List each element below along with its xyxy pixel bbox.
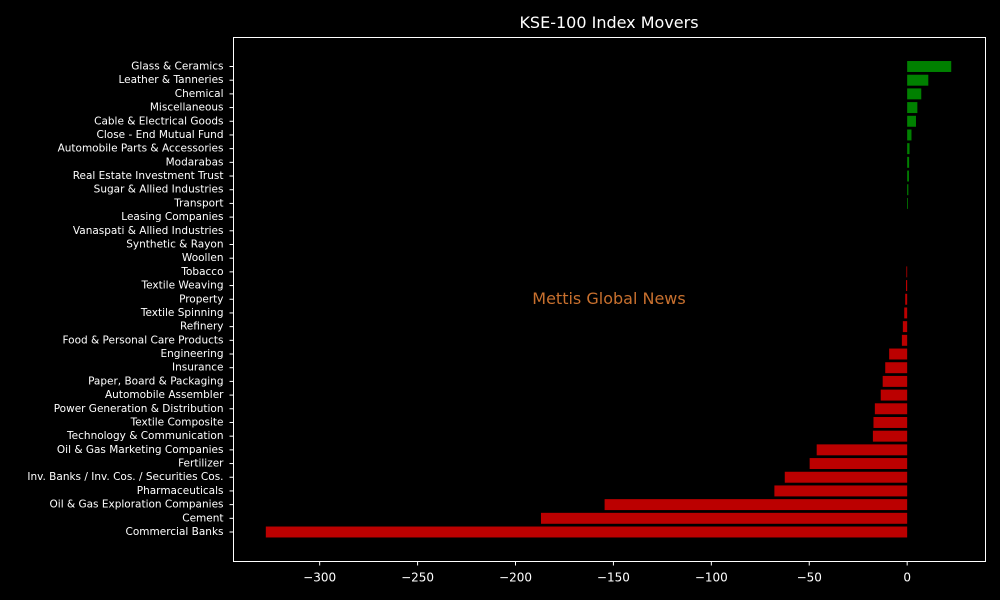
- bar: [874, 403, 908, 415]
- y-tick-label: Food & Personal Care Products: [62, 334, 223, 346]
- y-tick-label: Insurance: [172, 362, 224, 374]
- chart-title: KSE-100 Index Movers: [519, 13, 698, 32]
- y-tick-label: Technology & Communication: [66, 430, 223, 442]
- y-tick-label: Close - End Mutual Fund: [97, 129, 224, 141]
- y-tick-label: Refinery: [180, 321, 224, 333]
- bar: [907, 61, 952, 72]
- y-tick-label: Textile Weaving: [141, 280, 224, 292]
- y-tick-label: Sugar & Allied Industries: [94, 184, 224, 196]
- bar: [904, 307, 908, 319]
- y-tick-label: Modarabas: [166, 156, 224, 168]
- bar: [907, 102, 918, 114]
- bar: [907, 197, 908, 209]
- y-tick-label: Woollen: [182, 252, 224, 264]
- bar: [907, 143, 910, 155]
- bar: [816, 444, 908, 456]
- bar: [540, 512, 908, 524]
- y-tick-label: Glass & Ceramics: [131, 61, 223, 73]
- bar: [907, 88, 922, 100]
- x-tick-label: −100: [695, 571, 728, 585]
- x-tick-label: −150: [597, 571, 630, 585]
- y-tick-label: Power Generation & Distribution: [54, 403, 224, 415]
- x-tick-label: −50: [797, 571, 822, 585]
- y-tick-label: Synthetic & Rayon: [126, 238, 223, 250]
- bar: [905, 293, 908, 305]
- bar: [873, 416, 908, 428]
- bar: [774, 485, 908, 497]
- y-tick-label: Tobacco: [180, 266, 223, 278]
- bar: [907, 170, 909, 182]
- bar: [872, 430, 908, 442]
- y-tick-label: Vanaspati & Allied Industries: [73, 225, 224, 237]
- bar: [882, 375, 908, 387]
- x-tick-label: 0: [903, 571, 911, 585]
- y-tick-label: Paper, Board & Packaging: [88, 375, 223, 387]
- y-tick-label: Real Estate Investment Trust: [73, 170, 224, 182]
- bar: [907, 184, 909, 196]
- y-tick-label: Textile Spinning: [140, 307, 224, 319]
- x-tick-label: −200: [499, 571, 532, 585]
- plot-frame: [233, 37, 986, 562]
- bar: [907, 74, 929, 86]
- y-tick-label: Leather & Tanneries: [118, 74, 223, 86]
- x-tick-labels: −300 −250 −200 −150 −100 −50 0: [303, 561, 911, 585]
- y-tick-label: Commercial Banks: [126, 526, 224, 538]
- y-tick-label: Oil & Gas Marketing Companies: [57, 444, 224, 456]
- y-tick-label: Fertilizer: [178, 458, 224, 470]
- bars-group: [265, 61, 952, 538]
- bar: [809, 458, 908, 470]
- y-tick-label: Property: [179, 293, 223, 305]
- y-tick-label: Miscellaneous: [150, 102, 224, 114]
- y-tick-label: Automobile Parts & Accessories: [58, 143, 224, 155]
- y-tick-label: Engineering: [161, 348, 224, 360]
- bar: [907, 156, 910, 168]
- y-tick-label: Cement: [182, 512, 223, 524]
- bar: [907, 115, 916, 127]
- y-tick-label: Chemical: [175, 88, 224, 100]
- bar: [902, 321, 908, 333]
- bar: [907, 129, 912, 141]
- y-tick-label: Automobile Assembler: [105, 389, 224, 401]
- y-tick-label: Oil & Gas Exploration Companies: [50, 499, 224, 511]
- bar: [265, 526, 908, 538]
- y-tick-label: Textile Composite: [130, 416, 224, 428]
- y-tick-label: Transport: [173, 197, 223, 209]
- bar: [604, 499, 908, 511]
- y-tick-label: Inv. Banks / Inv. Cos. / Securities Cos.: [27, 471, 223, 483]
- y-tick-label: Cable & Electrical Goods: [94, 115, 223, 127]
- bar: [784, 471, 908, 483]
- bar: [885, 362, 908, 374]
- bar: [906, 266, 908, 278]
- y-tick-label: Leasing Companies: [121, 211, 223, 223]
- x-tick-label: −250: [401, 571, 434, 585]
- x-tick-label: −300: [303, 571, 336, 585]
- bar: [905, 280, 908, 292]
- bar: [889, 348, 908, 360]
- bar: [901, 334, 908, 346]
- bar: [880, 389, 908, 401]
- watermark-annotation: Mettis Global News: [532, 289, 685, 308]
- y-tick-label: Pharmaceuticals: [137, 485, 224, 497]
